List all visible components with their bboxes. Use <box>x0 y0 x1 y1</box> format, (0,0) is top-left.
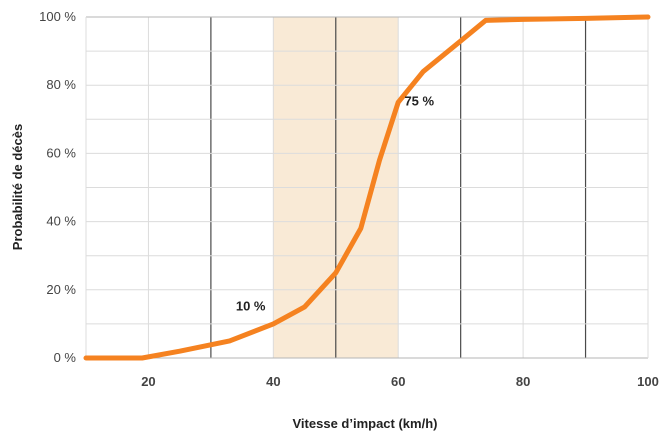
y-tick-label: 0 % <box>54 350 77 365</box>
y-tick-label: 40 % <box>46 214 76 229</box>
x-tick-label: 60 <box>391 374 405 389</box>
y-axis-title: Probabilité de décès <box>10 124 25 250</box>
tick-label-layer: 0 % 20 % 40 % 60 % 80 % 100 % 20 40 60 80 100 <box>39 9 659 389</box>
y-tick-label: 20 % <box>46 282 76 297</box>
x-tick-label: 40 <box>266 374 280 389</box>
data-annotation: 75 % <box>404 94 434 109</box>
x-tick-label: 80 <box>516 374 530 389</box>
data-annotation: 10 % <box>236 298 266 313</box>
series-layer <box>83 14 651 361</box>
y-tick-label: 80 % <box>46 77 76 92</box>
x-axis-title: Vitesse d’impact (km/h) <box>293 416 438 431</box>
series-line <box>83 14 651 361</box>
grid-layer <box>85 16 649 359</box>
x-tick-label: 20 <box>141 374 155 389</box>
y-tick-label: 100 % <box>39 9 76 24</box>
y-tick-label: 60 % <box>46 145 76 160</box>
annotation-layer: 75 % 10 % <box>236 94 435 314</box>
x-tick-label: 100 <box>637 374 659 389</box>
